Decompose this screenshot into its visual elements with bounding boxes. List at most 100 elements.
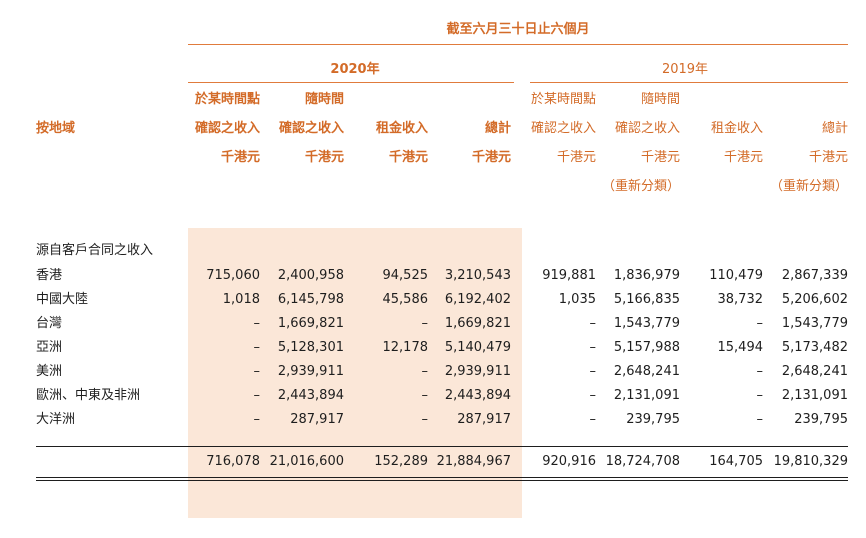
year-2019-rule	[530, 82, 848, 83]
cell: 6,145,798	[277, 292, 344, 307]
total-bottom-rule-1	[36, 477, 848, 478]
table-row: 歐洲、中東及非洲 – 2,443,894 – 2,443,894 – 2,131…	[0, 384, 866, 407]
col-3-unit: 千港元	[471, 150, 511, 165]
col-7-note: （重新分類）	[769, 179, 848, 194]
cell: –	[756, 412, 764, 427]
col-4-unit: 千港元	[556, 150, 596, 165]
total-top-rule	[36, 446, 848, 447]
col-4-line2: 確認之收入	[530, 121, 596, 136]
cell: –	[253, 364, 261, 379]
total-row: 716,078 21,016,600 152,289 21,884,967 92…	[0, 450, 866, 473]
cell: –	[589, 364, 597, 379]
col-7-unit: 千港元	[808, 150, 848, 165]
cell: –	[421, 364, 429, 379]
col-1-line1: 隨時間	[304, 92, 344, 107]
total-bottom-rule-2	[36, 480, 848, 481]
cell: –	[589, 316, 597, 331]
cell: 2,648,241	[613, 364, 680, 379]
cell: –	[253, 412, 261, 427]
cell: 12,178	[382, 340, 429, 355]
cell: 239,795	[626, 412, 680, 427]
cell: 2,939,911	[444, 364, 511, 379]
row-label: 亞洲	[36, 340, 63, 355]
cell: 3,210,543	[444, 268, 511, 283]
cell: 5,140,479	[444, 340, 511, 355]
cell: 2,400,958	[277, 268, 344, 283]
cell: –	[253, 388, 261, 403]
cell: 5,173,482	[781, 340, 848, 355]
cell: 5,206,602	[781, 292, 848, 307]
cell: 287,917	[457, 412, 511, 427]
total-cell: 716,078	[206, 454, 260, 469]
col-4-line1: 於某時間點	[530, 92, 596, 107]
cell: 45,586	[382, 292, 429, 307]
col-5-unit: 千港元	[640, 150, 680, 165]
cell: 2,131,091	[781, 388, 848, 403]
cell: 1,669,821	[444, 316, 511, 331]
col-0-line2: 確認之收入	[194, 121, 260, 136]
total-cell: 18,724,708	[605, 454, 680, 469]
cell: –	[253, 340, 261, 355]
cell: 38,732	[717, 292, 764, 307]
cell: 1,836,979	[613, 268, 680, 283]
cell: –	[756, 364, 764, 379]
cell: 715,060	[206, 268, 260, 283]
total-cell: 21,884,967	[436, 454, 511, 469]
cell: –	[756, 316, 764, 331]
cell: –	[421, 316, 429, 331]
cell: –	[589, 340, 597, 355]
cell: –	[421, 412, 429, 427]
period-label: 截至六月三十日止六個月	[446, 22, 590, 37]
row-label: 中國大陸	[36, 292, 89, 307]
cell: 2,648,241	[781, 364, 848, 379]
total-cell: 164,705	[709, 454, 763, 469]
cell: 5,128,301	[277, 340, 344, 355]
cell: 1,035	[558, 292, 596, 307]
cell: –	[589, 388, 597, 403]
total-cell: 152,289	[374, 454, 428, 469]
period-rule	[188, 44, 848, 45]
cell: 1,018	[222, 292, 260, 307]
cell: 919,881	[542, 268, 596, 283]
cell: –	[253, 316, 261, 331]
col-6-unit: 千港元	[723, 150, 763, 165]
cell: 94,525	[382, 268, 429, 283]
col-2-unit: 千港元	[388, 150, 428, 165]
col-0-line1: 於某時間點	[194, 92, 260, 107]
highlight-2020-region	[188, 228, 522, 518]
year-2020-rule	[188, 82, 514, 83]
cell: 6,192,402	[444, 292, 511, 307]
row-label: 香港	[36, 268, 63, 283]
total-cell: 19,810,329	[773, 454, 848, 469]
cell: 1,669,821	[277, 316, 344, 331]
cell: 2,939,911	[277, 364, 344, 379]
table-row: 香港 715,060 2,400,958 94,525 3,210,543 91…	[0, 264, 866, 287]
row-label: 大洋洲	[36, 412, 76, 427]
col-6-line2: 租金收入	[710, 121, 763, 136]
cell: 2,867,339	[781, 268, 848, 283]
row-label: 美洲	[36, 364, 63, 379]
col-7-line2: 總計	[821, 121, 848, 136]
table-row: 美洲 – 2,939,911 – 2,939,911 – 2,648,241 –…	[0, 360, 866, 383]
cell: –	[756, 388, 764, 403]
cell: –	[421, 388, 429, 403]
col-1-unit: 千港元	[304, 150, 344, 165]
cell: 1,543,779	[781, 316, 848, 331]
table-row: 台灣 – 1,669,821 – 1,669,821 – 1,543,779 –…	[0, 312, 866, 335]
col-0-unit: 千港元	[220, 150, 260, 165]
cell: 2,443,894	[277, 388, 344, 403]
col-5-note: （重新分類）	[601, 179, 680, 194]
cell: 110,479	[709, 268, 763, 283]
col-5-line1: 隨時間	[640, 92, 680, 107]
row-label-header: 按地域	[36, 121, 76, 136]
cell: 287,917	[290, 412, 344, 427]
section-title: 源自客戶合同之收入	[36, 243, 154, 258]
cell: 5,157,988	[613, 340, 680, 355]
col-3-line2: 總計	[484, 121, 511, 136]
col-5-line2: 確認之收入	[614, 121, 680, 136]
table-row: 亞洲 – 5,128,301 12,178 5,140,479 – 5,157,…	[0, 336, 866, 359]
cell: –	[589, 412, 597, 427]
cell: 2,131,091	[613, 388, 680, 403]
total-cell: 21,016,600	[269, 454, 344, 469]
row-label: 歐洲、中東及非洲	[36, 388, 141, 403]
